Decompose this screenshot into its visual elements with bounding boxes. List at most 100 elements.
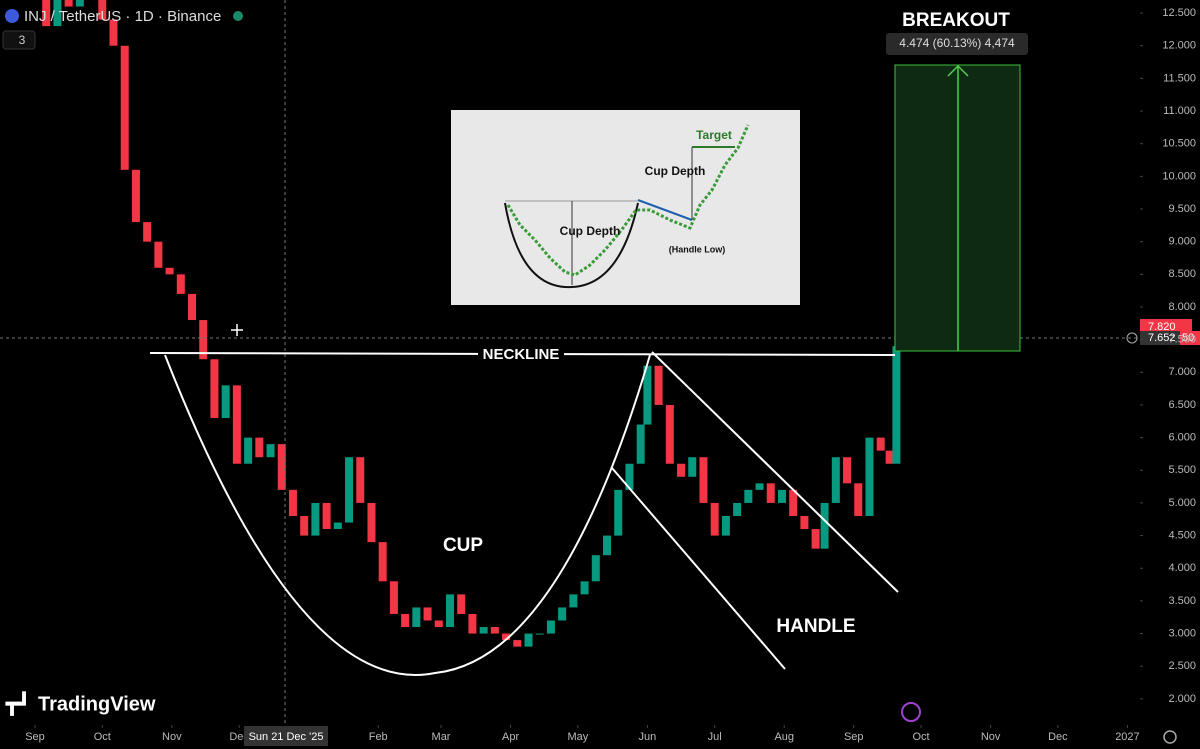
y-tick-label: 5.500 bbox=[1168, 464, 1196, 476]
candle bbox=[255, 437, 264, 458]
candle bbox=[843, 457, 852, 484]
indicator-toggle[interactable] bbox=[2, 30, 36, 50]
y-tick-label: 4.000 bbox=[1168, 562, 1196, 574]
y-tick-label: 9.500 bbox=[1168, 203, 1196, 215]
y-tick-label: 3.000 bbox=[1168, 627, 1196, 639]
candle bbox=[733, 502, 742, 516]
candle bbox=[109, 19, 118, 46]
candle bbox=[654, 365, 663, 405]
measure-bg bbox=[886, 33, 1028, 55]
candle bbox=[64, 0, 73, 7]
candle bbox=[277, 444, 286, 490]
candle bbox=[614, 489, 623, 536]
inset-text: Cup Depth bbox=[645, 164, 706, 178]
x-tick-label: Jul bbox=[708, 731, 722, 743]
candle bbox=[699, 457, 708, 503]
symbol-title[interactable]: INJ / TetherUS · 1D · Binance bbox=[24, 8, 221, 25]
candle bbox=[389, 581, 398, 614]
candle bbox=[176, 274, 185, 294]
inset-text: Cup Depth bbox=[560, 224, 621, 238]
x-tick-label: Sep bbox=[844, 731, 864, 743]
candle bbox=[558, 607, 567, 621]
x-tick-label: Apr bbox=[502, 731, 519, 743]
y-tick-label: 11.000 bbox=[1163, 105, 1196, 117]
candle bbox=[98, 0, 107, 20]
candle bbox=[688, 457, 697, 477]
event-icon[interactable] bbox=[901, 702, 921, 722]
y-tick-label: 11.500 bbox=[1163, 72, 1196, 84]
price-tag-text: 7.652 bbox=[1148, 332, 1176, 344]
candle bbox=[800, 515, 809, 530]
candle bbox=[199, 320, 208, 360]
inset: Target Cup Depth Cup Depth (Handle Low) bbox=[451, 110, 800, 305]
candle bbox=[412, 607, 421, 628]
y-tick-label: 4.500 bbox=[1168, 529, 1196, 541]
candle bbox=[232, 385, 241, 464]
settings-icon[interactable] bbox=[1163, 730, 1177, 744]
breakout-label: BREAKOUT bbox=[902, 10, 1010, 31]
candle bbox=[665, 404, 674, 464]
inset-candles bbox=[506, 124, 750, 277]
candle bbox=[569, 594, 578, 608]
y-tick-label: 10.500 bbox=[1162, 138, 1196, 150]
candle bbox=[513, 640, 522, 647]
candle bbox=[221, 385, 230, 419]
inset-text: Target bbox=[696, 128, 732, 142]
inset-handle bbox=[637, 199, 693, 221]
candle bbox=[876, 437, 885, 451]
candle bbox=[892, 346, 901, 464]
logo: TradingView bbox=[38, 693, 156, 715]
candle bbox=[885, 450, 894, 464]
label-bg bbox=[478, 344, 564, 364]
neckline-label: NECKLINE bbox=[483, 346, 560, 363]
y-tick-label: 6.000 bbox=[1168, 432, 1196, 444]
candle bbox=[378, 542, 387, 582]
x-tick-label: Mar bbox=[432, 731, 451, 743]
candle bbox=[333, 522, 342, 530]
candle bbox=[53, 0, 62, 27]
x-tick-label: Dec bbox=[1048, 731, 1068, 743]
candle bbox=[789, 489, 798, 516]
candle bbox=[165, 267, 174, 275]
candle bbox=[755, 483, 764, 490]
candle bbox=[311, 502, 320, 536]
candle bbox=[865, 437, 874, 516]
handle-line bbox=[651, 351, 899, 593]
candle bbox=[75, 0, 84, 7]
price-tag-text: 50 bbox=[1182, 332, 1194, 344]
indicator-count[interactable]: 3 bbox=[19, 33, 26, 47]
candle bbox=[744, 489, 753, 503]
inset-text: (Handle Low) bbox=[669, 244, 726, 254]
candle bbox=[244, 437, 253, 464]
candle bbox=[468, 613, 477, 634]
y-tick-label: 12.000 bbox=[1162, 40, 1196, 52]
status-dot bbox=[233, 11, 243, 21]
candle bbox=[721, 515, 730, 536]
candle bbox=[434, 620, 443, 628]
y-tick-label: 3.500 bbox=[1168, 595, 1196, 607]
crosshair-date: Sun 21 Dec '25 bbox=[249, 731, 324, 743]
candle bbox=[625, 463, 634, 490]
candle bbox=[643, 365, 652, 425]
candle bbox=[854, 483, 863, 516]
add-alert[interactable] bbox=[1126, 332, 1138, 344]
candle bbox=[120, 45, 129, 170]
target-arrow-head bbox=[947, 64, 969, 77]
y-tick-label: 7.500 bbox=[1168, 334, 1196, 346]
inset-bg bbox=[451, 110, 800, 305]
candle bbox=[42, 0, 51, 27]
candle bbox=[266, 444, 275, 458]
cup-curve bbox=[164, 354, 651, 676]
candle bbox=[636, 424, 645, 464]
x-tick-label: Jun bbox=[639, 731, 657, 743]
y-tick-label: 2.500 bbox=[1168, 660, 1196, 672]
candle bbox=[502, 633, 511, 641]
y-tick-label: 2.000 bbox=[1168, 693, 1196, 705]
x-tick-label: Feb bbox=[369, 731, 388, 743]
candle bbox=[811, 529, 820, 549]
candle bbox=[580, 581, 589, 595]
y-tick-label: 12.500 bbox=[1162, 7, 1196, 19]
y-tick-label: 6.500 bbox=[1168, 399, 1196, 411]
candle bbox=[322, 502, 331, 530]
